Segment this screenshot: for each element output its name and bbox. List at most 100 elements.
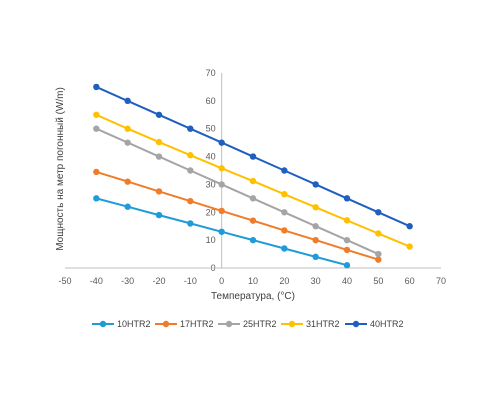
data-point: [312, 223, 319, 230]
series-10HTR2: [93, 195, 351, 269]
data-point: [155, 111, 163, 118]
data-point: [187, 220, 194, 227]
data-point: [93, 125, 100, 132]
legend-marker: [225, 320, 233, 328]
data-point: [406, 223, 413, 230]
data-point: [249, 153, 257, 160]
data-point: [155, 211, 163, 219]
legend-label: 10HTR2: [117, 319, 151, 329]
data-point: [93, 168, 100, 176]
data-point: [124, 178, 131, 185]
data-point: [93, 195, 100, 202]
x-tick-label: -40: [90, 276, 103, 286]
data-point: [343, 246, 351, 254]
series-25HTR2: [93, 125, 382, 258]
data-point: [343, 217, 351, 224]
series-line: [95, 127, 379, 256]
data-point: [375, 230, 382, 237]
legend-item: 40HTR2: [345, 319, 404, 329]
legend: 10HTR2 17HTR2 25HTR2 31HTR2 40HTR2: [92, 319, 404, 329]
data-point: [281, 190, 288, 198]
legend-label: 40HTR2: [370, 319, 404, 329]
data-point: [375, 256, 382, 263]
series-40HTR2: [93, 83, 413, 230]
legend-label: 31HTR2: [306, 319, 340, 329]
legend-label: 17HTR2: [180, 319, 214, 329]
data-point: [93, 111, 100, 118]
x-tick-label: -10: [184, 276, 197, 286]
x-tick-label: 60: [405, 276, 415, 286]
y-axis-title: Мощность на метр погонный (W/m): [55, 87, 66, 251]
data-point: [343, 262, 351, 269]
legend-marker: [288, 320, 296, 328]
x-axis-title: Температура, (°C): [211, 291, 295, 302]
data-point: [93, 83, 100, 91]
y-tick-label: 10: [206, 235, 216, 245]
x-tick-label: -20: [152, 276, 165, 286]
data-point: [218, 139, 225, 146]
data-point: [187, 125, 194, 132]
data-point: [343, 195, 351, 202]
y-tick-label: 50: [206, 124, 216, 134]
series-line: [96, 170, 379, 261]
y-tick-label: 60: [206, 96, 216, 106]
x-axis: -50 -40 -30 -20 -10 0 10 20 30 40 50 60 70: [58, 267, 446, 286]
data-point: [218, 165, 225, 172]
data-point: [312, 204, 319, 211]
data-point: [155, 188, 163, 195]
data-point: [218, 207, 225, 215]
legend-label: 25HTR2: [243, 319, 277, 329]
data-point: [218, 181, 225, 188]
x-tick-label: 30: [311, 276, 321, 286]
data-point: [249, 217, 257, 224]
legend-marker: [352, 320, 360, 328]
y-tick-label: 40: [206, 152, 216, 162]
series-layer: [93, 83, 413, 269]
data-point: [124, 125, 131, 132]
data-point: [281, 227, 288, 234]
x-tick-label: -30: [121, 276, 134, 286]
x-tick-label: 70: [436, 276, 446, 286]
data-point: [312, 236, 319, 244]
x-tick-label: 0: [219, 276, 224, 286]
data-point: [312, 181, 319, 188]
y-tick-label: 20: [206, 207, 216, 217]
data-point: [124, 139, 131, 146]
data-point: [155, 138, 163, 146]
y-tick-label: 30: [206, 179, 216, 189]
y-tick-label: 70: [206, 68, 216, 78]
series-31HTR2: [93, 111, 413, 250]
data-point: [406, 243, 413, 250]
legend-item: 25HTR2: [218, 319, 277, 329]
data-point: [155, 153, 163, 160]
x-tick-label: 50: [373, 276, 383, 286]
data-point: [343, 236, 351, 244]
data-point: [187, 151, 194, 159]
x-tick-label: 10: [248, 276, 258, 286]
legend-item: 10HTR2: [92, 319, 151, 329]
data-point: [281, 167, 288, 174]
data-point: [124, 97, 131, 105]
data-point: [249, 195, 257, 202]
data-point: [249, 177, 257, 185]
data-point: [249, 236, 257, 244]
legend-item: 17HTR2: [155, 319, 214, 329]
data-point: [312, 253, 319, 261]
legend-marker: [162, 320, 170, 328]
data-point: [375, 250, 382, 258]
legend-item: 31HTR2: [281, 319, 340, 329]
data-point: [281, 245, 288, 252]
legend-marker: [99, 320, 107, 328]
data-point: [124, 203, 131, 210]
data-point: [187, 197, 194, 205]
data-point: [375, 209, 382, 216]
data-point: [187, 167, 194, 174]
data-point: [281, 209, 288, 216]
x-tick-label: 20: [279, 276, 289, 286]
x-tick-label: -50: [58, 276, 71, 286]
series-17HTR2: [93, 168, 382, 263]
data-point: [218, 228, 225, 235]
